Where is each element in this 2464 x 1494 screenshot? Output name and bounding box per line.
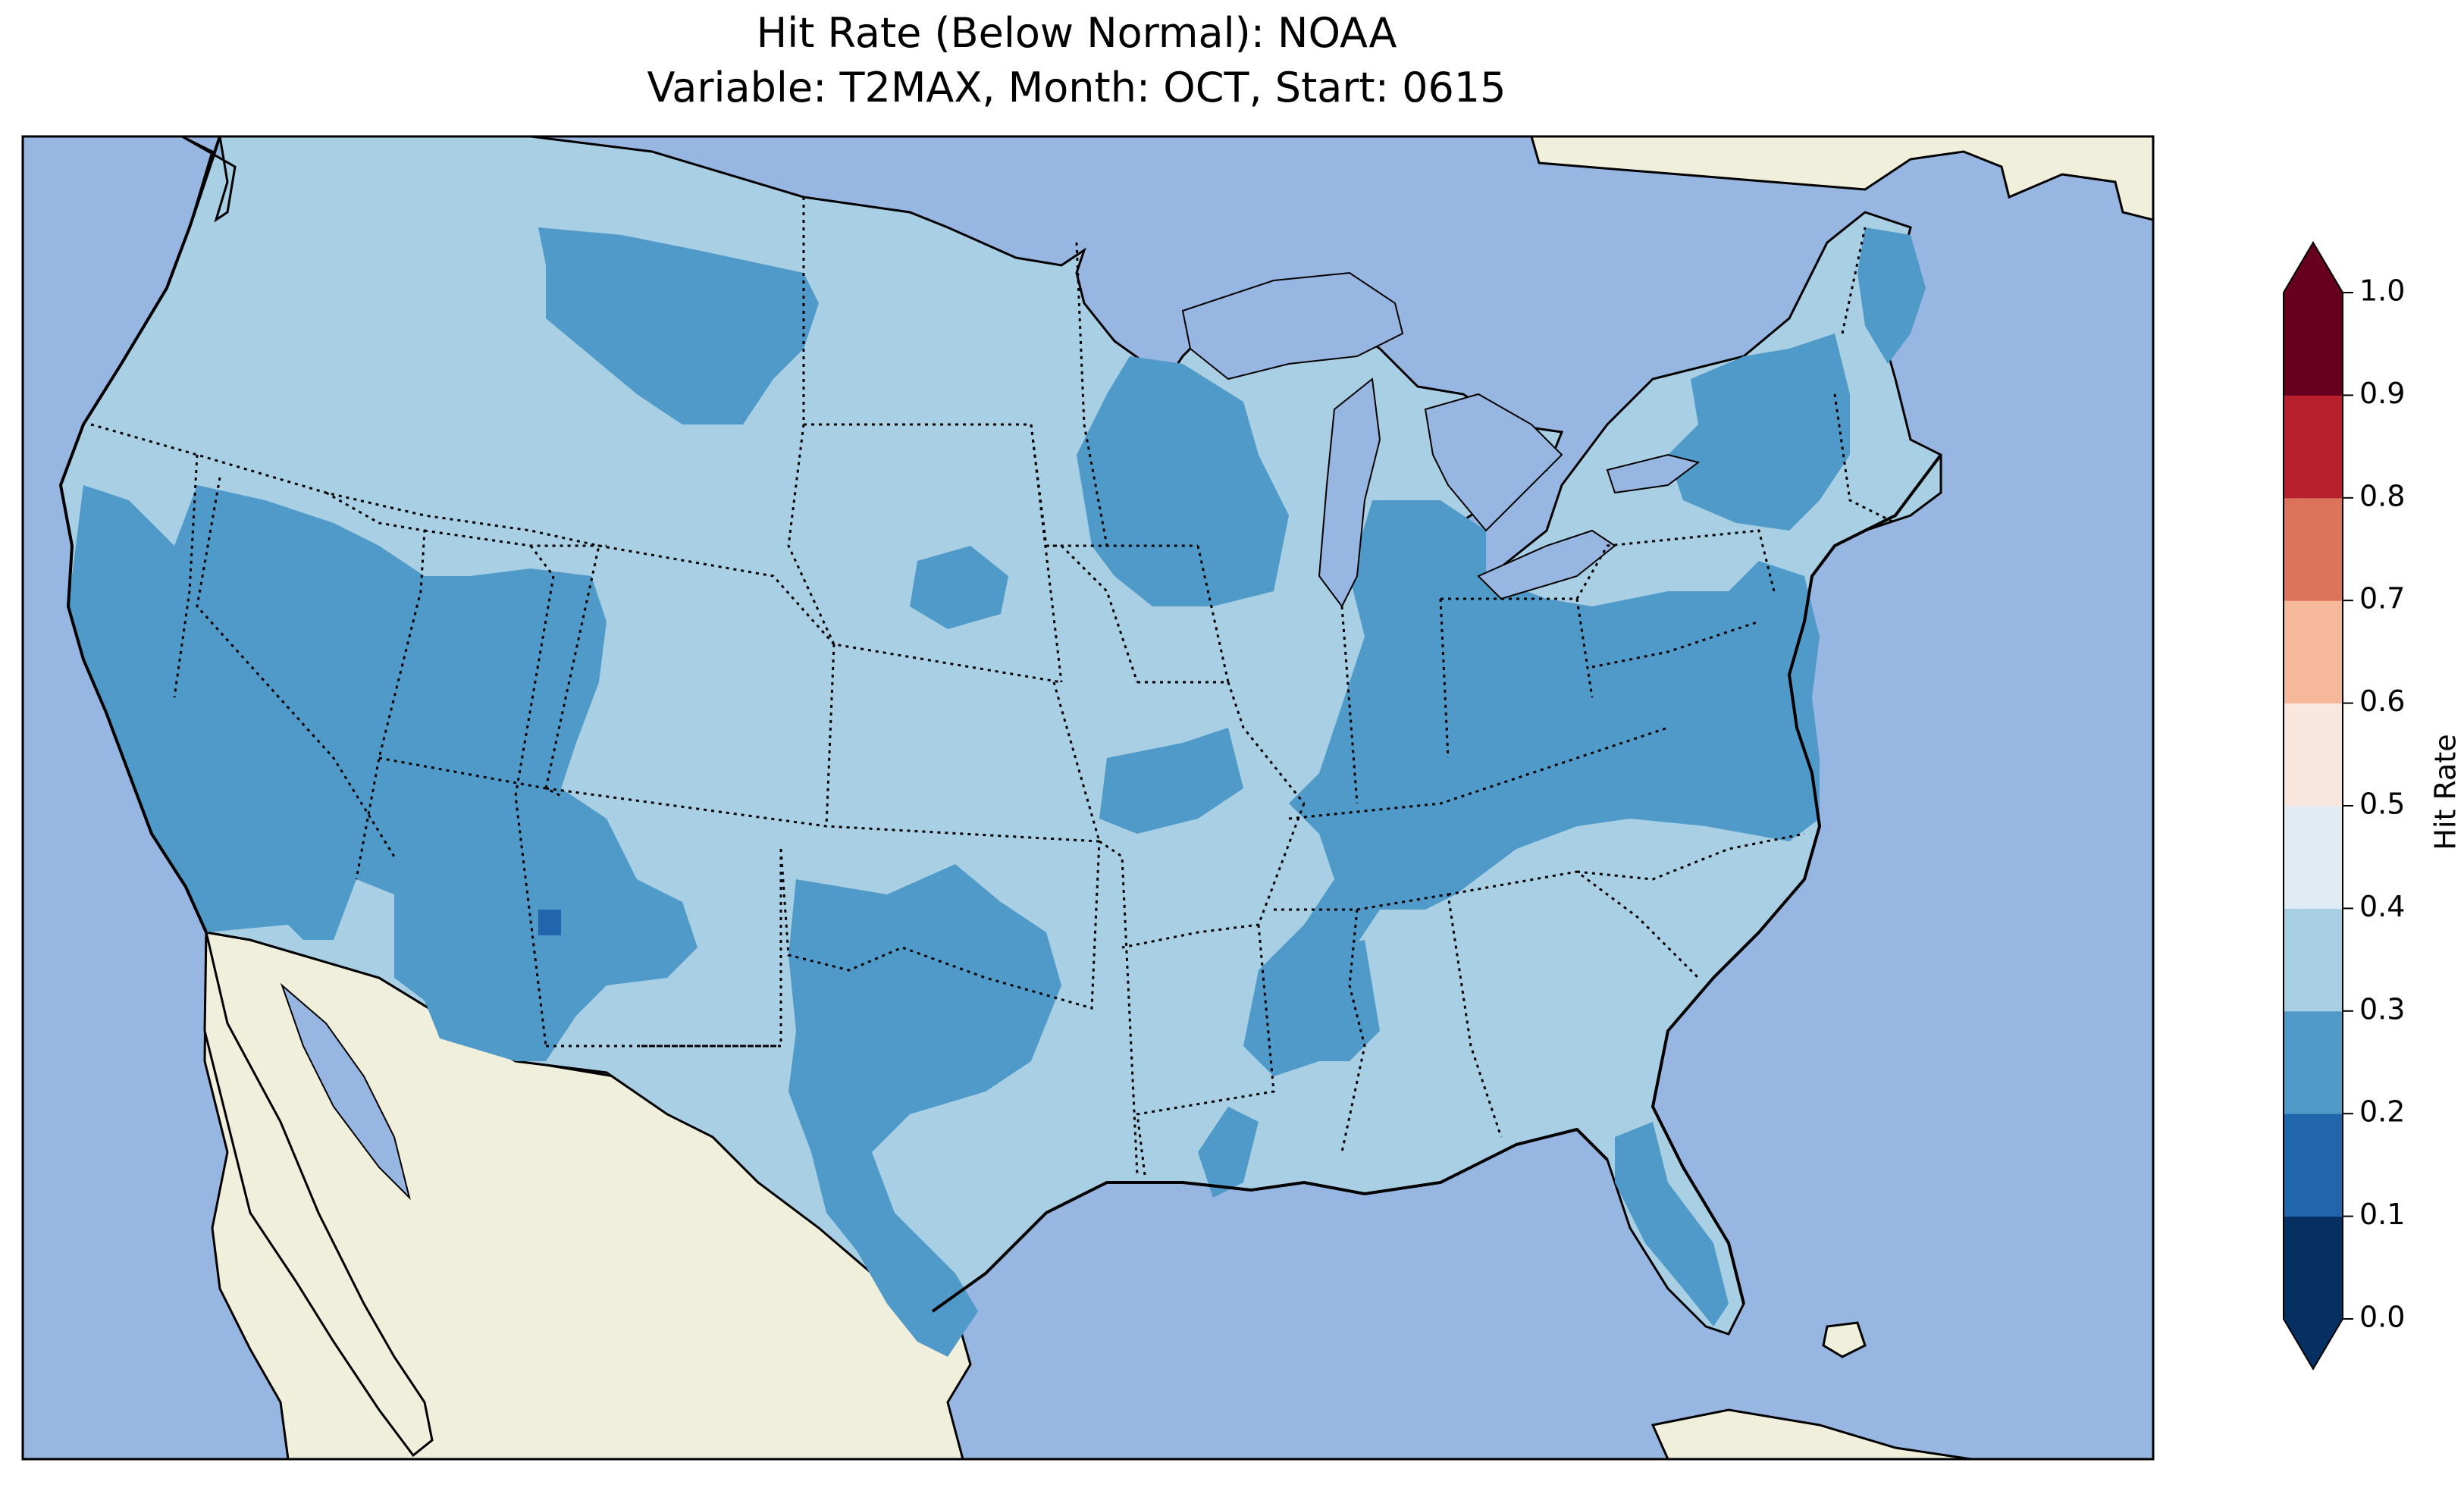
colorbar-tick-label: 0.8 [2359,479,2405,512]
colorbar-bin [2284,293,2343,396]
colorbar-bin [2284,1010,2343,1114]
colorbar-bin [2284,703,2343,807]
colorbar-tick-label: 0.0 [2359,1301,2405,1334]
atlantic-coastline [1651,453,1942,1305]
colorbar-bin [2284,1216,2343,1320]
colorbar-bin [2284,600,2343,704]
colorbar-tick-label: 0.6 [2359,684,2405,718]
colorbar-tick-label: 0.2 [2359,1095,2405,1129]
canada-land [182,136,2153,221]
colorbar-extend-max [2284,243,2343,293]
great-lakes [1181,271,1701,608]
colorbar-tick-label: 1.0 [2359,274,2405,308]
colorbar-bin [2284,497,2343,601]
bahamas-island [1822,1321,1867,1358]
gulf-of-california [280,982,411,1201]
gulf-coastline [931,1127,1609,1313]
colorbar-tick-label: 0.7 [2359,582,2405,615]
colorbar-bin [2284,908,2343,1012]
colorbar-tick-label: 0.1 [2359,1198,2405,1231]
state-borders [90,197,1896,1176]
pacific-coastline [58,136,221,933]
map-title: Hit Rate (Below Normal): NOAA [756,9,1397,57]
colorbar-tick-label: 0.3 [2359,992,2405,1026]
colorbar-bin [2284,1113,2343,1217]
hit-rate-0.1-0.2-cell [538,910,561,935]
colorbar-label: Hit Rate [2429,734,2462,850]
colorbar-tick-label: 0.5 [2359,788,2405,821]
map-frame [21,135,2155,1461]
colorbar-bin [2284,806,2343,909]
colorbar-tick-label: 0.9 [2359,377,2405,410]
colorbar-bin [2284,395,2343,499]
colorbar-tick-label: 0.4 [2359,890,2405,923]
baja-peninsula [203,932,434,1458]
cuba-island [1651,1408,1972,1459]
colorbar-extend-min [2284,1319,2343,1369]
map-subtitle: Variable: T2MAX, Month: OCT, Start: 0615 [647,64,1506,111]
